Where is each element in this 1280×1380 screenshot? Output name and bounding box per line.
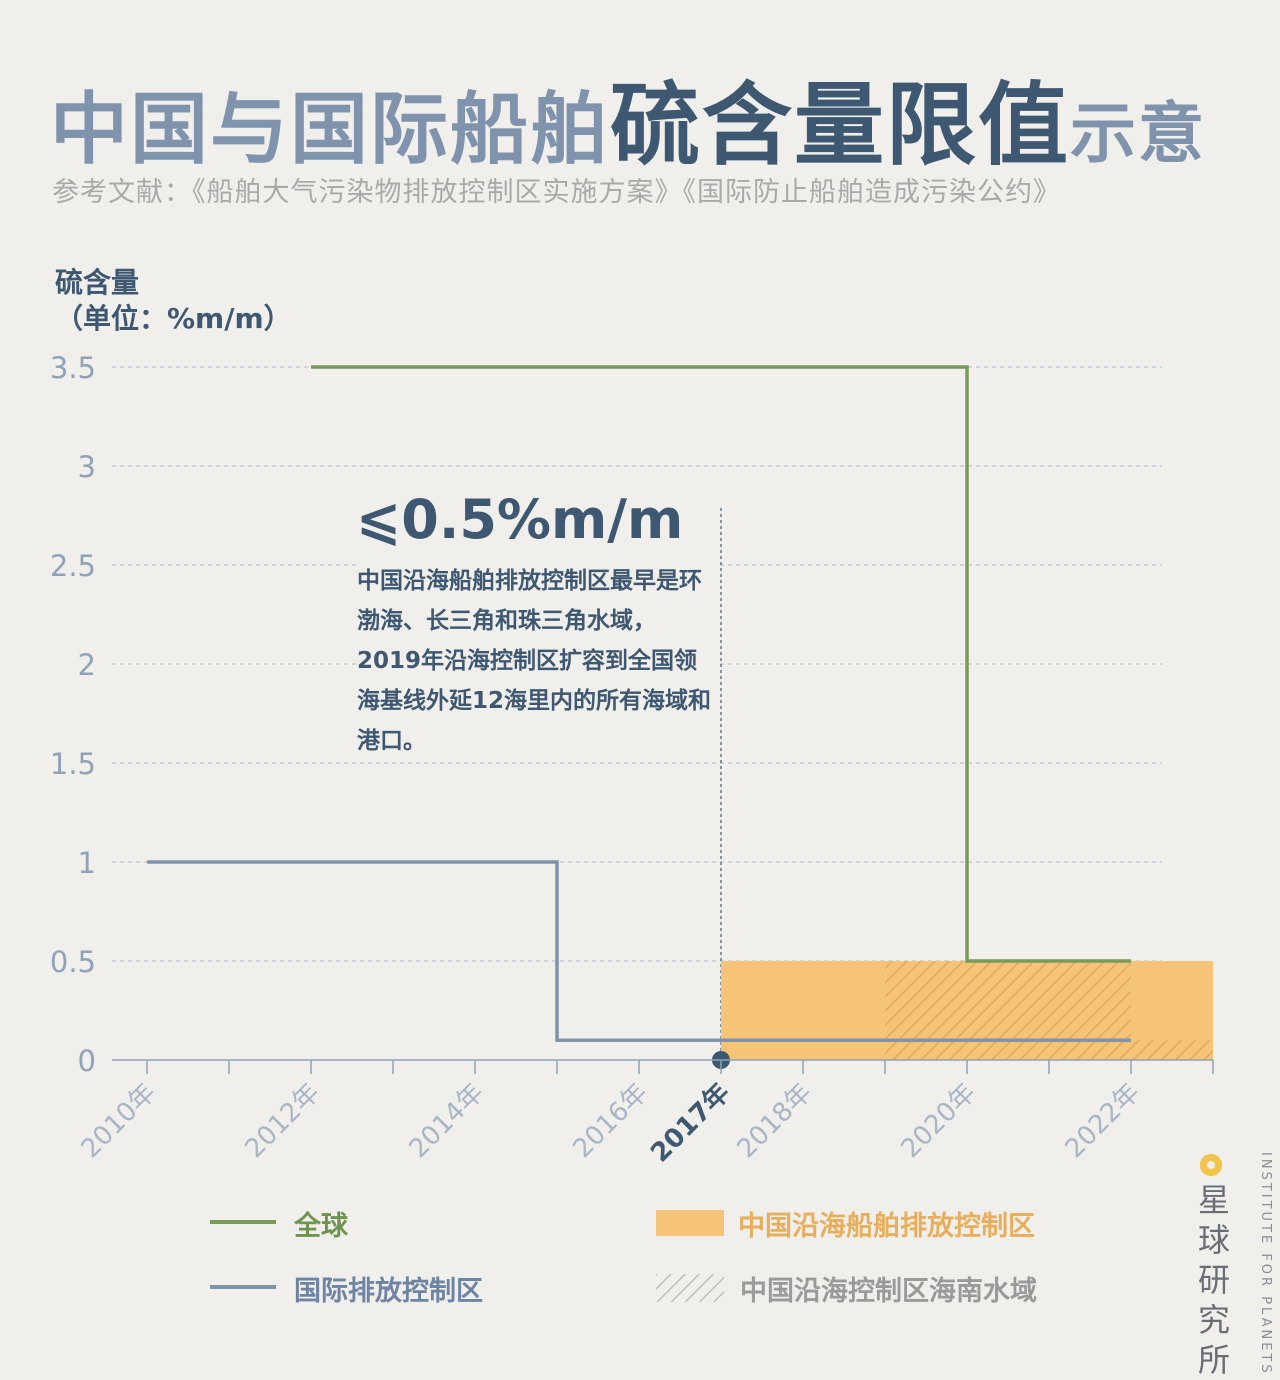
x-tick-label: 2020年 (896, 1078, 982, 1164)
y-axis-unit: （单位：%m/m） (55, 302, 292, 335)
x-tick-label: 2022年 (1060, 1078, 1146, 1164)
legend-label-global: 全球 (294, 1211, 348, 1242)
title-part-2: 硫含量限值 (610, 72, 1071, 178)
y-axis-label: 硫含量 (55, 266, 140, 299)
logo-english: INSTITUTE FOR PLANETS (1258, 1152, 1273, 1376)
y-tick-label: 0 (78, 1044, 96, 1078)
legend-swatch-hainan (656, 1274, 724, 1302)
y-tick-label: 1.5 (50, 747, 96, 781)
hainan-hatch-area (885, 961, 1131, 1060)
y-tick-label: 0.5 (50, 945, 96, 979)
y-tick-label: 3 (78, 450, 96, 484)
x-tick-label: 2012年 (240, 1078, 326, 1164)
legend-swatch-global (210, 1220, 276, 1224)
legend-swatch-international (210, 1285, 276, 1289)
x-tick-label: 2010年 (76, 1078, 162, 1164)
y-tick-label: 2.5 (50, 549, 96, 583)
series-line-global (311, 365, 1131, 963)
y-tick-label: 3.5 (50, 351, 96, 385)
title-part-3: 示意 (1070, 94, 1207, 172)
chart-title: 中国与国际船舶硫含量限值示意 (50, 52, 1206, 182)
china-zone-areas (721, 961, 1213, 1060)
x-tick-label: 2014年 (404, 1078, 490, 1164)
callout-description: 中国沿海船舶排放控制区最早是环渤海、长三角和珠三角水域，2019年沿海控制区扩容… (357, 561, 717, 761)
x-tick-label: 2016年 (568, 1078, 654, 1164)
brand-logo: 星球研究所 INSTITUTE FOR PLANETS (1196, 1148, 1276, 1379)
callout-value: ⩽0.5%m/m (356, 488, 684, 551)
logo-planet-icon (1200, 1154, 1222, 1176)
legend-label-china-coastal: 中国沿海船舶排放控制区 (738, 1211, 1035, 1242)
x-tick-label-highlight: 2017年 (644, 1077, 735, 1168)
series-line-international (147, 860, 1131, 1042)
y-tick-label: 1 (78, 846, 96, 880)
x-tick-label: 2018年 (732, 1078, 818, 1164)
logo-name: 星球研究所 (1197, 1181, 1230, 1379)
reference-citation: 参考文献：《船舶大气污染物排放控制区实施方案》《国际防止船舶造成污染公约》 (52, 177, 1061, 208)
legend-label-hainan: 中国沿海控制区海南水域 (740, 1276, 1037, 1307)
hainan-hatch-area (1131, 1040, 1213, 1060)
title-part-1: 中国与国际船舶 (50, 84, 611, 175)
legend-swatch-china-coastal (656, 1210, 724, 1236)
legend-label-international: 国际排放控制区 (294, 1276, 483, 1307)
y-tick-label: 2 (78, 648, 96, 682)
